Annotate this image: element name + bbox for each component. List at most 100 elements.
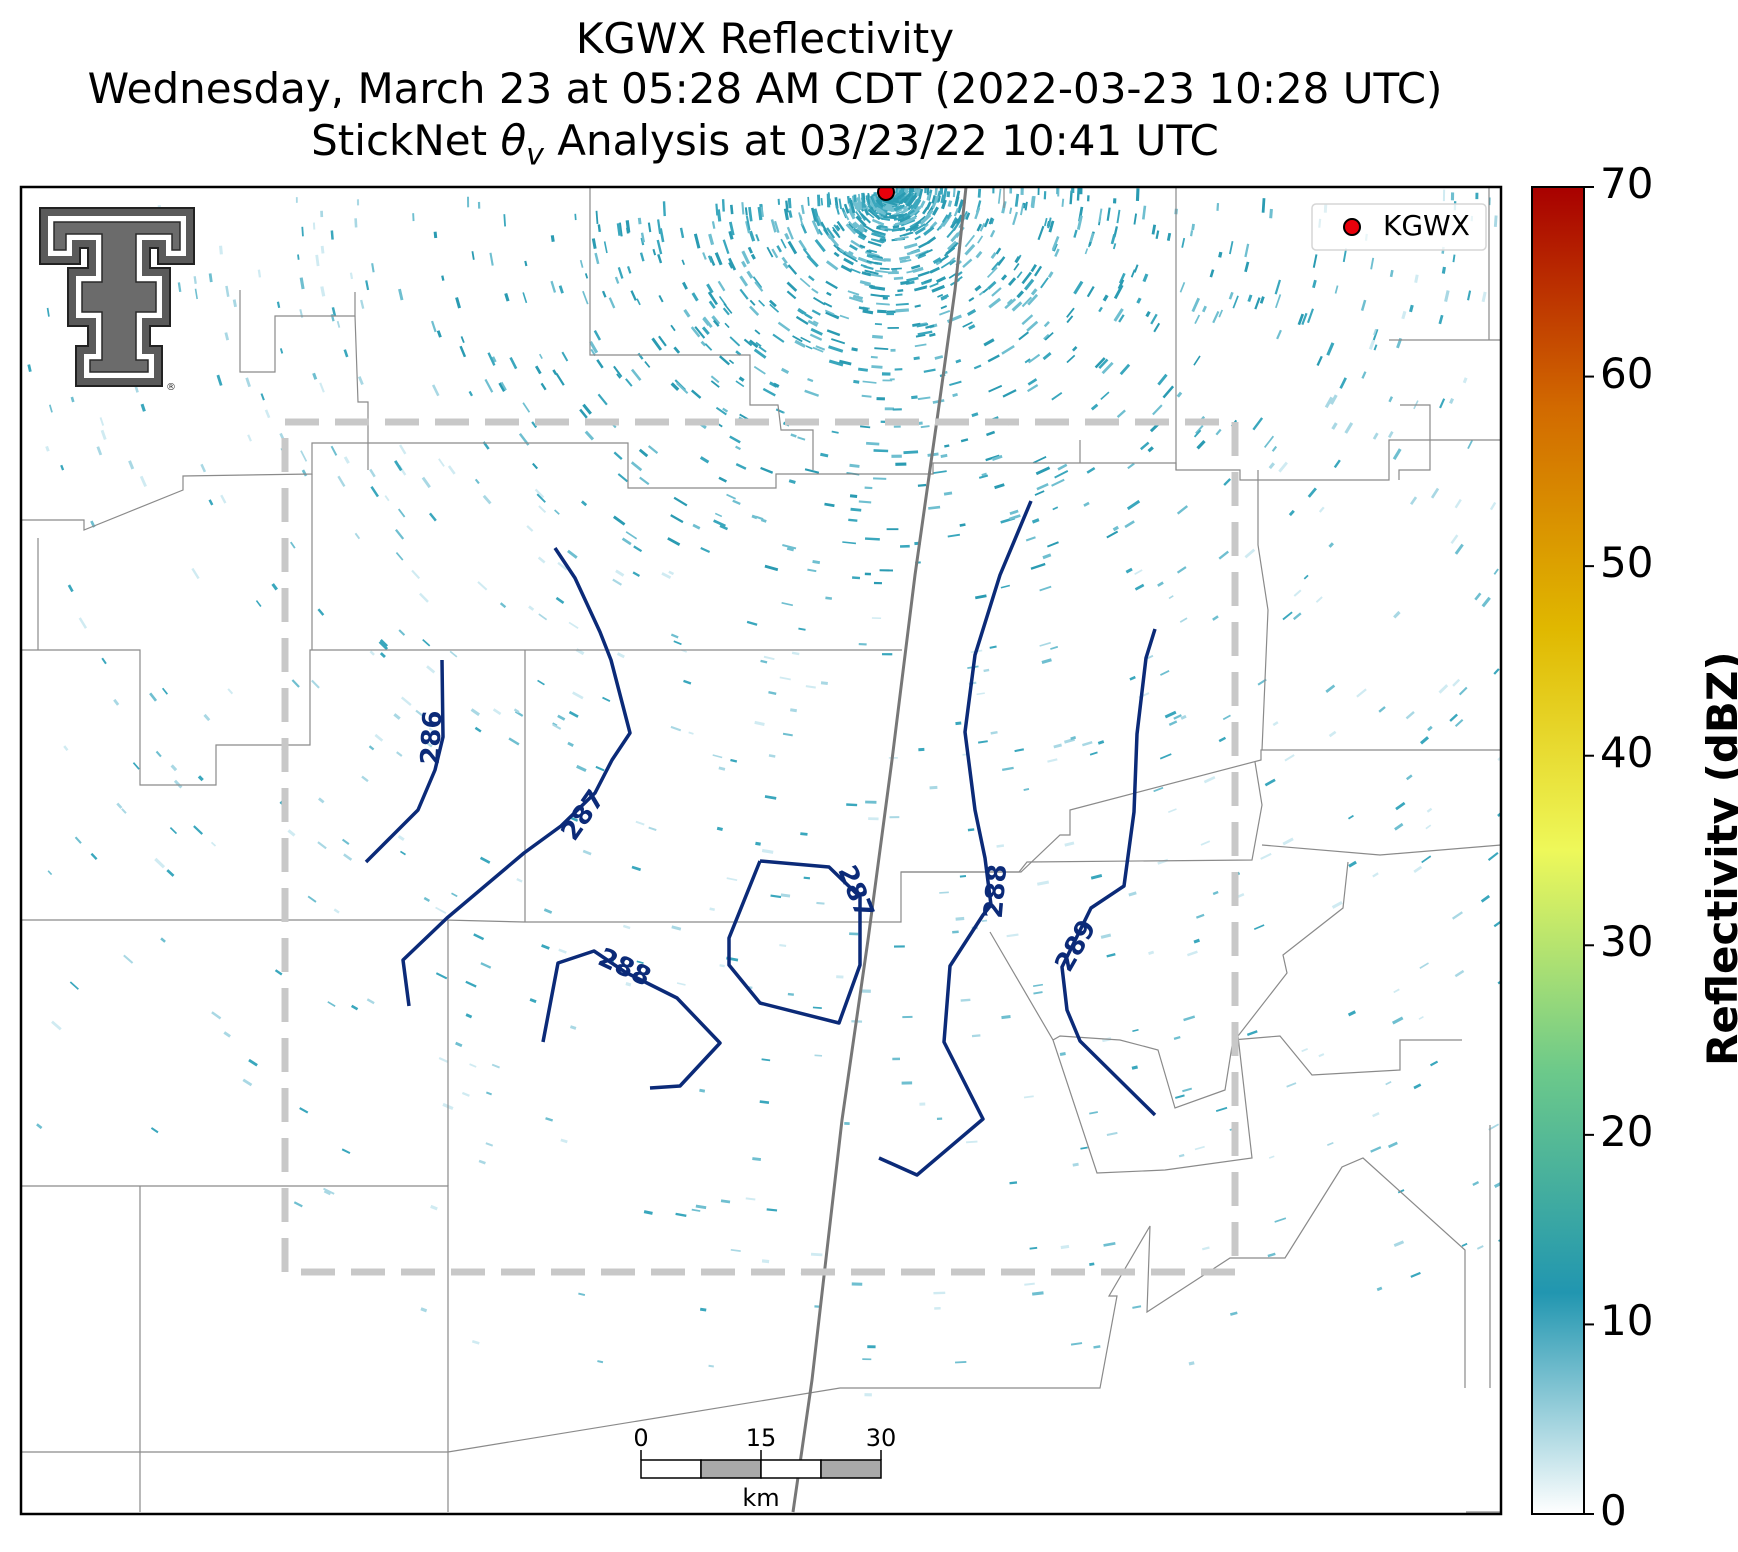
echo-pixel <box>947 240 957 251</box>
echo-pixel <box>896 237 904 241</box>
echo-pixel <box>428 727 438 735</box>
echo-pixel <box>990 730 998 735</box>
echo-pixel <box>758 299 766 307</box>
echo-pixel <box>923 209 934 221</box>
echo-pixel <box>478 1159 486 1165</box>
echo-pixel <box>1051 478 1065 487</box>
echo-pixel <box>670 725 682 732</box>
echo-pixel <box>800 223 808 234</box>
echo-pixel <box>710 380 720 388</box>
echo-pixel <box>1472 1180 1480 1187</box>
echo-pixel <box>901 1081 913 1085</box>
echo-pixel <box>1098 208 1103 223</box>
echo-pixel <box>1260 852 1272 860</box>
echo-pixel <box>470 708 481 717</box>
echo-pixel <box>614 276 620 284</box>
echo-pixel <box>914 304 921 308</box>
echo-pixel <box>776 245 783 253</box>
echo-pixel <box>1493 918 1501 928</box>
echo-pixel <box>1048 220 1055 233</box>
echo-pixel <box>967 828 975 832</box>
echo-pixel <box>762 387 776 397</box>
echo-pixel <box>150 1127 159 1134</box>
echo-pixel <box>891 454 902 458</box>
echo-pixel <box>968 296 975 302</box>
echo-pixel <box>857 234 866 241</box>
echo-pixel <box>1168 720 1178 726</box>
echo-pixel <box>1030 288 1038 296</box>
echo-pixel <box>811 287 819 294</box>
echo-pixel <box>1274 1217 1287 1223</box>
echo-pixel <box>911 395 918 400</box>
echo-pixel <box>197 775 204 782</box>
reflectivity-echoes <box>27 187 1501 1397</box>
echo-pixel <box>398 288 404 301</box>
legend-marker <box>1343 218 1361 236</box>
echo-pixel <box>882 206 892 211</box>
echo-pixel <box>858 643 867 646</box>
echo-pixel <box>773 382 780 388</box>
echo-pixel <box>1179 281 1186 293</box>
echo-pixel <box>661 572 672 579</box>
echo-pixel <box>929 268 936 274</box>
echo-pixel <box>746 620 758 626</box>
echo-pixel <box>1031 1291 1044 1296</box>
echo-pixel <box>423 896 431 902</box>
echo-pixel <box>1196 913 1205 919</box>
echo-pixel <box>245 377 251 388</box>
echo-pixel <box>293 1201 303 1208</box>
echo-pixel <box>657 253 663 264</box>
echo-pixel <box>579 259 584 268</box>
echo-pixel <box>1348 814 1354 820</box>
echo-pixel <box>540 382 547 391</box>
echo-pixel <box>435 906 447 914</box>
echo-pixel <box>48 404 53 413</box>
echo-pixel <box>702 317 710 327</box>
echo-pixel <box>760 659 768 664</box>
echo-pixel <box>761 848 774 854</box>
echo-pixel <box>981 472 987 477</box>
echo-pixel <box>46 307 50 317</box>
echo-pixel <box>1014 748 1025 753</box>
echo-pixel <box>1370 1146 1382 1153</box>
echo-pixel <box>872 256 886 262</box>
echo-pixel <box>431 384 440 397</box>
echo-pixel <box>1030 264 1037 273</box>
echo-pixel <box>1112 243 1117 250</box>
echo-pixel <box>555 596 565 605</box>
echo-pixel <box>538 353 543 360</box>
echo-pixel <box>753 365 766 375</box>
echo-pixel <box>1082 740 1093 747</box>
echo-pixel <box>220 494 227 504</box>
echo-pixel <box>474 726 482 733</box>
echo-pixel <box>1090 403 1099 411</box>
echo-pixel <box>754 329 761 335</box>
echo-pixel <box>368 745 375 751</box>
echo-pixel <box>637 352 644 360</box>
echo-pixel <box>449 650 458 658</box>
echo-pixel <box>371 263 375 273</box>
echo-pixel <box>532 462 539 470</box>
echo-pixel <box>1129 675 1136 681</box>
echo-pixel <box>1388 1141 1398 1149</box>
echo-pixel <box>720 1199 731 1204</box>
echo-pixel <box>1413 865 1423 873</box>
echo-pixel <box>1247 294 1253 303</box>
echo-pixel <box>369 650 375 656</box>
echo-pixel <box>916 323 929 328</box>
echo-pixel <box>1405 711 1415 720</box>
echo-pixel <box>1066 354 1076 364</box>
echo-pixel <box>349 272 354 280</box>
echo-pixel <box>897 194 906 203</box>
echo-pixel <box>327 1001 336 1007</box>
echo-pixel <box>1021 296 1033 308</box>
echo-pixel <box>693 233 701 249</box>
echo-pixel <box>872 334 883 339</box>
echo-pixel <box>422 639 431 647</box>
echo-pixel <box>317 608 325 616</box>
echo-pixel <box>768 754 776 758</box>
echo-pixel <box>981 919 988 922</box>
echo-pixel <box>874 347 889 350</box>
echo-pixel <box>940 453 948 458</box>
echo-pixel <box>846 195 851 204</box>
